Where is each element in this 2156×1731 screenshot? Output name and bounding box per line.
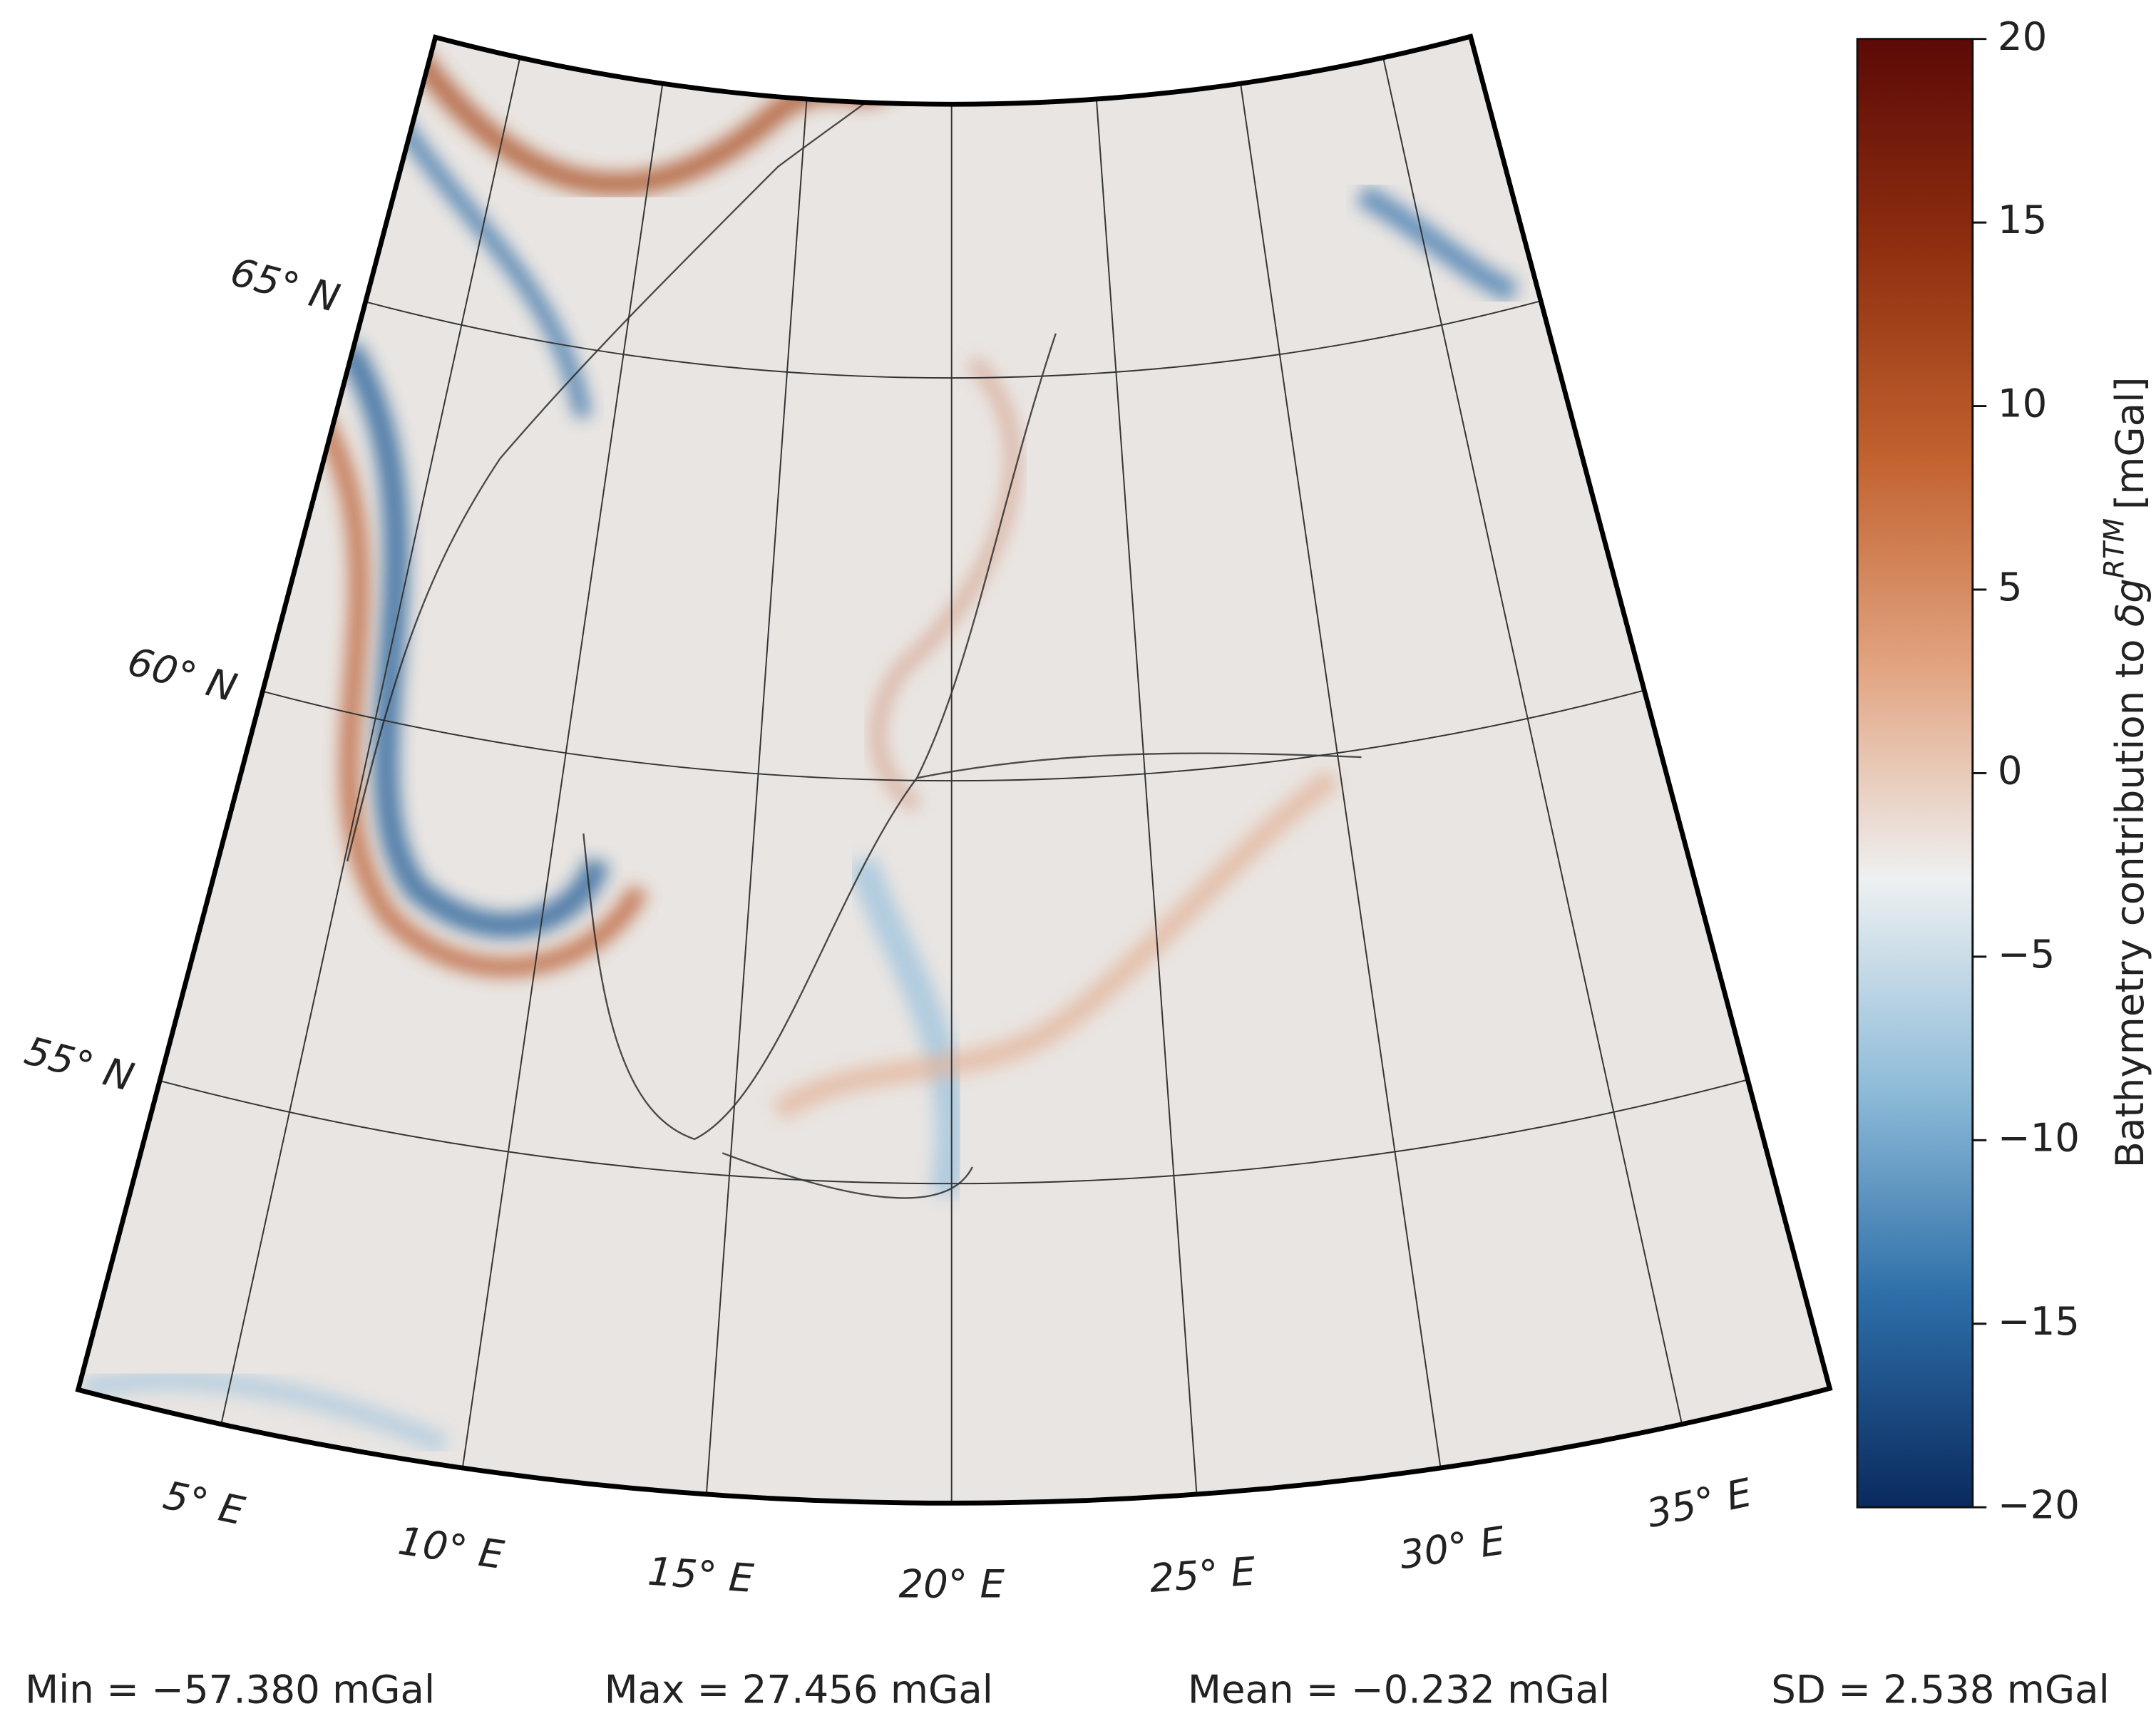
colorbar [1856,38,1974,1509]
field-pattern [846,856,967,1198]
colorbar-tick-label: −15 [1998,1298,2080,1344]
stat-mean: Mean = −0.232 mGal [1188,1666,1610,1712]
coastline [346,83,1362,1199]
field-pattern [871,356,1020,812]
stat-max: Max = 27.456 mGal [605,1666,993,1712]
meridian [1382,57,1683,1424]
colorbar-tick-label: 5 [1998,564,2023,610]
lon-label: 20° E [898,1561,1005,1606]
colorbar-tick-label: −5 [1998,931,2055,977]
stat-min: Min = −57.380 mGal [25,1666,435,1712]
lon-label: 5° E [160,1472,249,1534]
stat-sd: SD = 2.538 mGal [1771,1666,2110,1712]
field-pattern [81,1370,448,1454]
colorbar-tick-label: 0 [1998,748,2023,793]
map-area [78,36,1830,1504]
colorbar-tick-label: 20 [1998,14,2047,59]
field-pattern [771,769,1340,1121]
field-pattern [311,411,648,977]
lon-label: 35° E [1643,1469,1756,1536]
field-pattern [337,341,610,938]
parallel [262,689,1645,782]
parallel [365,300,1541,379]
meridian [461,83,664,1469]
label-superscript: RTM [2098,518,2130,578]
colorbar-tick-label: −10 [1998,1114,2080,1160]
meridian [705,98,808,1495]
parallel [159,1079,1748,1185]
colorbar-tick-label: −20 [1998,1481,2080,1527]
lon-label: 25° E [1148,1548,1257,1601]
map-frame [75,34,1833,1506]
lon-label: 30° E [1397,1518,1509,1578]
lon-label: 10° E [396,1518,508,1578]
map-background [78,36,1830,1504]
label-unit: [mGal] [2107,376,2152,510]
meridian [1095,98,1198,1495]
colorbar-tick-label: 15 [1998,197,2047,242]
colorbar-label: Bathymetry contribution to δgRTM [mGal] [2098,376,2152,1168]
meridian [220,57,521,1424]
lat-label: 60° N [123,638,242,711]
meridian [1240,83,1442,1469]
label-symbol: δg [2107,578,2152,627]
map: 65° N 60° N 55° N 5° E 10° E 15° E 20° E 25° E 3… [20,34,1833,1606]
lat-label: 65° N [226,249,344,322]
colorbar-tick-label: 10 [1998,381,2047,426]
lat-label: 55° N [20,1027,138,1100]
label-prefix: Bathymetry contribution to [2107,627,2152,1168]
field-pattern [1356,184,1519,303]
lon-label: 15° E [646,1548,755,1602]
